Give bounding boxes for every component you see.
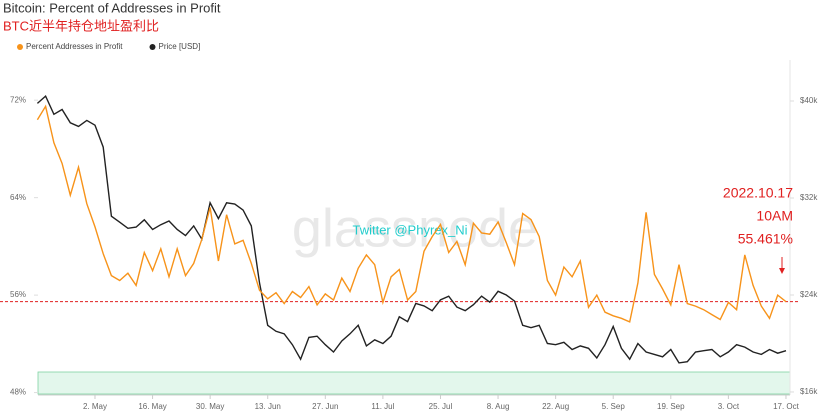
y2-tick-label: $32k: [800, 193, 818, 202]
x-tick-label: 11. Jul: [371, 402, 394, 411]
x-tick-label: 17. Oct: [773, 402, 800, 411]
x-tick-label: 19. Sep: [657, 402, 685, 411]
annotation: 2022.10.17: [723, 185, 793, 201]
legend-marker: [17, 44, 23, 50]
annotation-arrowhead: [779, 268, 785, 274]
annotation: 10AM: [756, 208, 793, 224]
y2-tick-label: $16k: [800, 387, 818, 396]
x-tick-label: 13. Jun: [255, 402, 281, 411]
x-tick-label: 30. May: [196, 402, 224, 411]
credit: Twitter @Phyrex_Ni: [352, 222, 467, 237]
series-line: [36, 94, 787, 364]
x-tick-label: 8. Aug: [487, 402, 510, 411]
y-tick-label: 56%: [10, 290, 26, 299]
chart-subtitle: BTC近半年持仓地址盈利比: [3, 18, 159, 33]
y-tick-label: 64%: [10, 193, 26, 202]
watermark: glassnode: [292, 198, 538, 258]
legend-label: Percent Addresses in Profit: [26, 42, 123, 51]
y2-tick-label: $24k: [800, 290, 818, 299]
x-tick-label: 5. Sep: [602, 402, 626, 411]
x-tick-label: 3. Oct: [718, 402, 740, 411]
x-tick-label: 25. Jul: [429, 402, 453, 411]
band: [37, 371, 791, 395]
x-tick-label: 2. May: [83, 402, 107, 411]
x-tick-label: 22. Aug: [542, 402, 569, 411]
chart-title: Bitcoin: Percent of Addresses in Profit: [3, 0, 221, 15]
y-tick-label: 48%: [10, 388, 26, 397]
y2-tick-label: $40k: [800, 96, 818, 105]
x-tick-label: 16. May: [138, 402, 166, 411]
x-tick-label: 27. Jun: [312, 402, 338, 411]
y-tick-label: 72%: [10, 95, 26, 104]
legend-label: Price [USD]: [159, 42, 201, 51]
legend-marker: [149, 44, 156, 50]
series-line: [36, 104, 787, 323]
annotation: 55.461%: [738, 231, 793, 247]
